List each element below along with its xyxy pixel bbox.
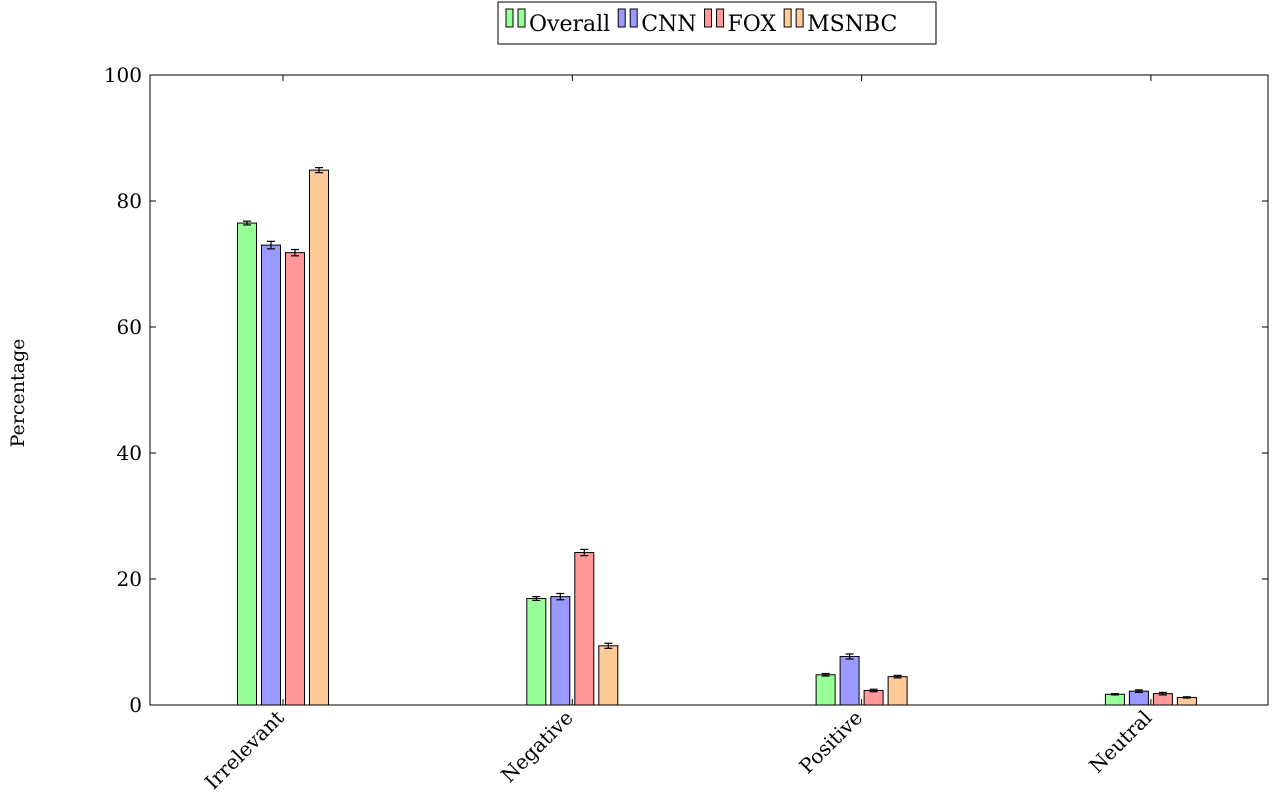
bar-fox-irrelevant	[285, 252, 305, 706]
legend-swatch	[716, 8, 725, 28]
legend-swatch	[617, 8, 626, 28]
axes	[149, 74, 1269, 706]
bar-msnbc-negative	[598, 645, 619, 706]
error-bar-fox-neutral	[1158, 691, 1167, 696]
error-bar-cnn-irrelevant	[267, 240, 275, 250]
x-ticks: Irrelevant Negative Positive Neutral	[200, 75, 1156, 794]
error-bar-msnbc-negative	[604, 642, 613, 649]
bar-overall-irrelevant	[237, 222, 257, 706]
y-ticks: 0 20 40 60 80 100	[104, 63, 1268, 717]
error-bar-cnn-negative	[556, 592, 565, 601]
bar-overall-positive	[815, 674, 836, 706]
legend-swatch	[629, 8, 638, 28]
bar-msnbc-positive	[887, 676, 908, 706]
error-bar-msnbc-irrelevant	[315, 167, 323, 174]
legend-label: Overall	[529, 12, 610, 37]
legend-swatch	[517, 8, 526, 28]
bar-overall-negative	[526, 598, 547, 706]
bar-cnn-irrelevant	[261, 244, 281, 706]
bar-fox-positive	[863, 690, 884, 706]
legend-label: MSNBC	[807, 12, 897, 37]
legend-label: FOX	[728, 12, 777, 37]
x-tick-label: Negative	[496, 706, 578, 788]
legend-entry-overall: Overall	[505, 8, 610, 37]
legend-swatch	[795, 8, 804, 28]
y-axis-title: Percentage	[7, 339, 29, 448]
legend-swatch	[783, 8, 792, 28]
y-tick-label: 20	[117, 567, 142, 591]
legend: Overall CNN FOX MSNBC	[497, 1, 937, 45]
error-bar-overall-neutral	[1110, 693, 1119, 696]
legend-entry-fox: FOX	[704, 8, 777, 37]
error-bar-cnn-positive	[845, 653, 854, 660]
error-bar-fox-positive	[869, 688, 878, 693]
error-bar-overall-negative	[532, 596, 541, 602]
legend-label: CNN	[641, 12, 696, 37]
error-bar-overall-positive	[821, 672, 830, 677]
error-bar-msnbc-neutral	[1182, 696, 1191, 699]
legend-entry-cnn: CNN	[617, 8, 697, 37]
y-tick-label: 40	[117, 441, 142, 465]
bar-fox-negative	[574, 552, 595, 706]
y-tick-label: 100	[104, 63, 142, 87]
error-bar-msnbc-positive	[893, 674, 902, 679]
legend-swatch	[704, 8, 713, 28]
bar-cnn-negative	[550, 596, 571, 706]
bar-cnn-positive	[839, 655, 860, 706]
error-bar-fox-negative	[580, 548, 589, 557]
x-tick-label: Irrelevant	[200, 706, 289, 795]
x-tick-label: Neutral	[1084, 706, 1156, 778]
bar-overall-neutral	[1104, 693, 1125, 706]
legend-entry-msnbc: MSNBC	[783, 8, 897, 37]
error-bar-fox-irrelevant	[291, 248, 299, 257]
error-bar-overall-irrelevant	[243, 220, 251, 226]
y-tick-label: 60	[117, 315, 142, 339]
plot-frame	[149, 74, 1269, 706]
bar-cnn-neutral	[1128, 690, 1149, 706]
bars	[237, 167, 1197, 706]
legend-swatch	[505, 8, 514, 28]
error-bar-cnn-neutral	[1134, 689, 1143, 694]
y-tick-label: 0	[129, 693, 142, 717]
x-tick-label: Positive	[794, 706, 867, 779]
y-tick-label: 80	[117, 189, 142, 213]
bar-msnbc-irrelevant	[309, 169, 329, 706]
